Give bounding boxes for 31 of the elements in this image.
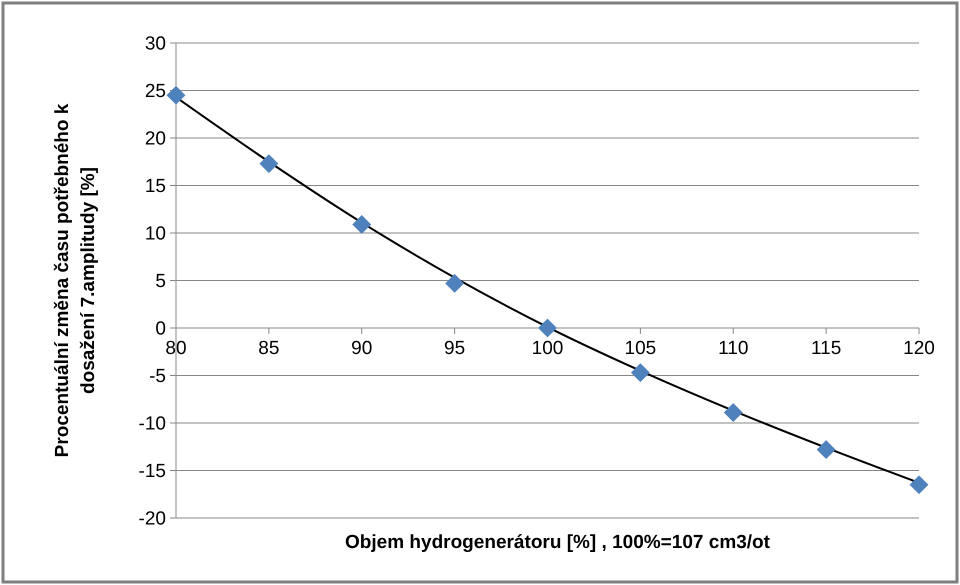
y-tick-label: -10 bbox=[138, 414, 166, 435]
point bbox=[259, 154, 278, 174]
y-tick-label: 25 bbox=[144, 81, 166, 102]
x-axis-title: Objem hydrogenerátoru [%] , 100%=107 cm3/ot bbox=[345, 532, 771, 553]
point bbox=[724, 403, 743, 422]
x-tick-label: 95 bbox=[444, 338, 466, 359]
point bbox=[166, 86, 186, 105]
y-tick-label: 30 bbox=[144, 34, 166, 55]
point bbox=[816, 440, 836, 460]
x-tick-label: 100 bbox=[532, 338, 564, 359]
y-tick-label: -5 bbox=[149, 366, 166, 388]
y-tick-label: 20 bbox=[144, 128, 166, 150]
y-tick-label: 15 bbox=[144, 176, 166, 198]
y-tick-label: 10 bbox=[144, 224, 166, 245]
y-tick-label: 5 bbox=[155, 271, 166, 292]
y-tick-label: -20 bbox=[138, 508, 166, 530]
point bbox=[538, 318, 557, 338]
point bbox=[630, 363, 650, 382]
y-tick-label: -15 bbox=[138, 461, 166, 482]
x-tick-label: 90 bbox=[351, 338, 372, 359]
x-tick-label: 85 bbox=[258, 338, 280, 359]
x-tick-label: 80 bbox=[165, 338, 187, 359]
point bbox=[910, 475, 928, 494]
x-tick-label: 120 bbox=[903, 338, 935, 359]
x-tick-label: 110 bbox=[718, 338, 748, 359]
x-tick-label: 115 bbox=[810, 338, 842, 359]
x-tick-label: 105 bbox=[624, 338, 656, 359]
point bbox=[352, 215, 372, 234]
point bbox=[445, 274, 464, 293]
y-axis-title: Procentuální změna času potřebného k dosažení 7.amplitudy [%] bbox=[52, 103, 99, 458]
y-tick-label: 0 bbox=[155, 318, 166, 340]
